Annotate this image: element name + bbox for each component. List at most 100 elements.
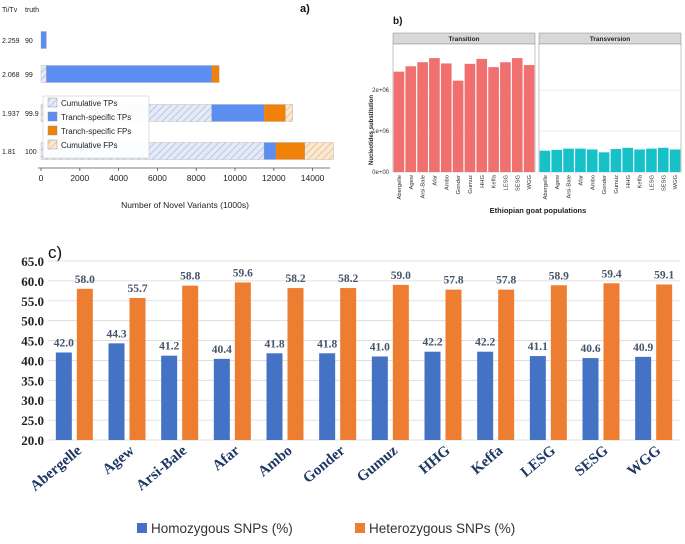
bar-transition [511,58,523,172]
bar-heterozygous [445,289,462,440]
bar-heterozygous [76,288,93,440]
bar-heterozygous [287,288,304,440]
facet-panel [538,43,682,173]
y-tick-label: 40.0 [21,353,44,368]
y-tick-label: 35.0 [21,373,44,388]
data-label: 58.2 [338,273,358,285]
legend-label: Tranch-specific FPs [61,127,131,136]
y-tick-label: 45.0 [21,334,44,349]
data-label: 59.6 [233,267,253,279]
category-label: Ambo [444,175,450,190]
bar-heterozygous [234,282,251,440]
bar-transition [417,62,428,172]
legend-box [42,95,150,159]
category-label: SESG [515,175,521,192]
category-label: Afar [210,443,244,475]
data-label: 41.8 [317,338,337,350]
data-label: 42.0 [54,337,74,349]
bar-transition [429,58,440,172]
data-label: 58.2 [285,273,305,285]
bar-heterozygous [392,284,409,440]
y-tick-label: 2e+06 [372,88,390,94]
x-tick-label: 2000 [70,173,89,183]
data-label: 57.8 [496,275,516,287]
data-label: 41.1 [528,341,548,353]
panel-b-x-axis-label: Ethiopian goat populations [490,206,587,215]
bar-transversion [622,147,634,172]
bar-heterozygous [182,285,199,440]
category-label: Arsi-Bale [567,175,573,199]
legend-swatch [47,139,58,150]
bar-homozygous [477,351,494,440]
panel-c-legend: Homozygous SNPs (%) Heterozygous SNPs (%) [137,521,515,536]
bar-transition [523,65,535,172]
legend-swatch [355,523,365,533]
panel-a-label: a) [300,3,310,15]
x-tick-label: 4000 [109,173,128,183]
facet-title: Transition [448,36,479,43]
bar-transition [452,80,464,172]
panel-a-stacked-bar-chart: a) Ti/Tv truth 2.259 90 2.068 99 1.937 99.9 1.… [2,3,334,210]
row-titv-value: 2.068 [2,72,20,79]
data-label: 57.8 [443,275,463,287]
panel-b-y-axis-label: Nucleotides substitution [369,95,375,165]
truth-header: truth [25,7,39,14]
legend-swatch [47,97,58,108]
bar-homozygous [161,355,178,440]
bar-transversion [551,149,563,172]
bar-transition [476,58,488,172]
legend-label: Cumulative TPs [61,99,117,108]
category-label: LESG [649,175,655,191]
bar-cumulative-fps [304,142,334,160]
facet-title: Transversion [590,36,630,43]
data-label: 44.3 [106,328,126,340]
row-truth-value: 99.9 [25,111,39,118]
category-label: Ambo [590,175,596,190]
facet-panel [392,43,536,173]
bar-transversion [669,149,681,172]
legend-swatch [47,125,58,136]
category-label: HHG [626,175,632,188]
category-label: Agew [409,174,415,189]
bar-heterozygous [498,289,515,440]
category-label: WGG [527,175,533,190]
legend-swatch [47,111,58,122]
x-tick-label: 12000 [262,173,286,183]
row-titv-value: 2.259 [2,38,20,45]
bar-homozygous [582,358,599,440]
y-tick-label: 50.0 [21,314,44,329]
x-tick-label: 8000 [187,173,206,183]
category-label: Arsi-Bale [133,443,190,495]
bar-homozygous [108,343,125,440]
panel-b-label: b) [393,16,402,27]
category-label: Keffa [492,174,498,188]
data-label: 58.0 [75,274,95,286]
y-tick-label: 1e+06 [372,129,390,135]
bar-heterozygous [129,297,146,440]
data-label: 40.6 [580,343,600,355]
y-tick-label: 30.0 [21,393,44,408]
bar-transition [464,63,476,172]
legend-label: Homozygous SNPs (%) [151,521,293,536]
x-tick-label: 0 [39,173,44,183]
legend-label: Tranch-specific TPs [61,113,131,122]
x-tick-label: 6000 [148,173,167,183]
bar-transversion [646,148,657,172]
y-tick-label: 0e+00 [372,170,390,176]
y-tick-label: 20.0 [21,433,44,448]
bar-transversion [598,152,610,172]
bar-tranche-tps [40,31,47,49]
panel-b-faceted-bar-chart: b) Nucleotides substitution 0e+00 1e+06 2e… [369,16,682,215]
x-tick-label: 10000 [223,173,247,183]
data-label: 59.1 [654,269,674,281]
bar-heterozygous [340,288,357,440]
row-truth-value: 100 [25,149,37,156]
category-label: Abergelle [27,443,85,495]
category-label: WGG [673,175,679,190]
category-label: WGG [625,443,665,480]
row-titv-value: 1.937 [2,111,20,118]
category-label: Agew [555,174,561,189]
legend-label: Cumulative FPs [61,141,117,150]
bar-transition [405,66,417,172]
bar-homozygous [371,356,388,440]
